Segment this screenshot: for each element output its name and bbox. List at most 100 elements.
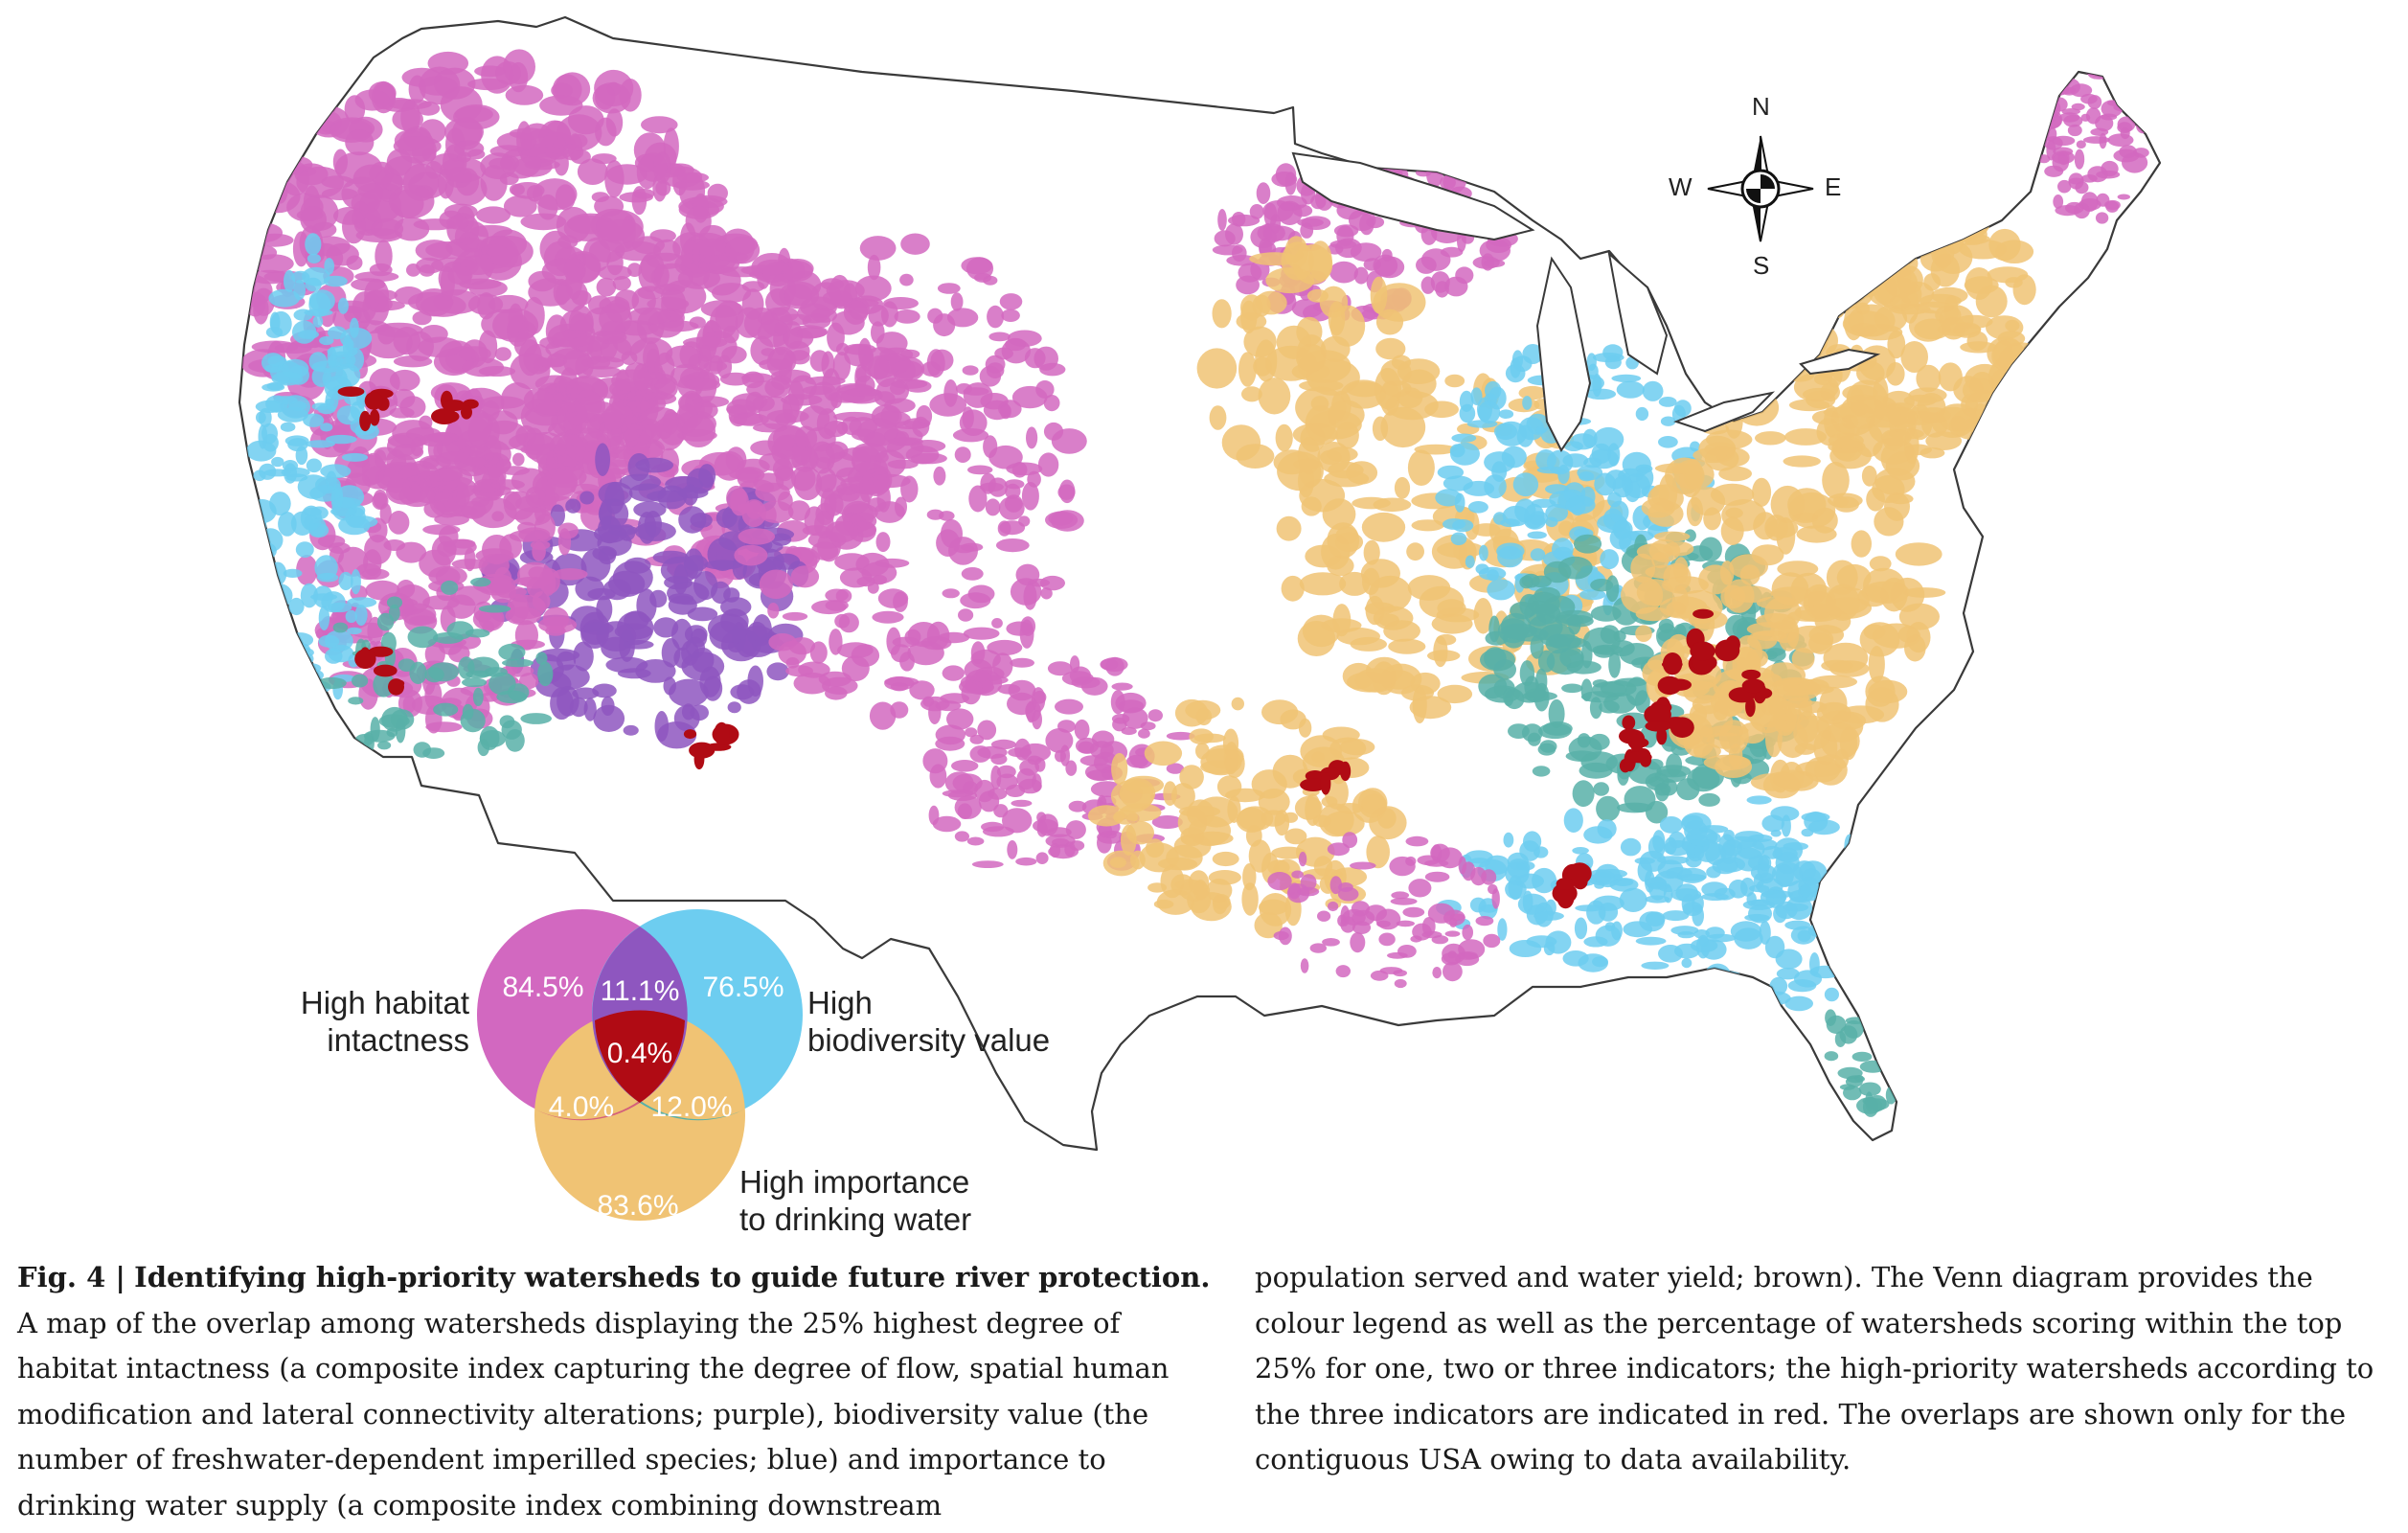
- compass-east: E: [1825, 172, 1842, 201]
- watershed-patch: [759, 500, 794, 524]
- watershed-patch: [1470, 387, 1483, 406]
- watershed-patch: [488, 672, 516, 696]
- watershed-patch: [466, 670, 490, 678]
- watershed-patch: [1119, 778, 1156, 809]
- watershed-patch: [1959, 239, 2008, 260]
- watershed-patch: [1018, 515, 1031, 527]
- watershed-patch: [570, 437, 588, 448]
- compass-west: W: [1669, 172, 1692, 201]
- watershed-patch: [370, 717, 380, 742]
- watershed-patch: [894, 309, 920, 324]
- watershed-patch: [996, 773, 1018, 790]
- priority-patch: [359, 647, 372, 666]
- watershed-patch: [1209, 405, 1227, 430]
- watershed-patch: [1636, 543, 1673, 561]
- watershed-patch: [1496, 542, 1525, 560]
- watershed-patch: [1874, 209, 1893, 225]
- priority-patch: [1741, 669, 1761, 680]
- watershed-patch: [1839, 955, 1851, 968]
- watershed-patch: [1856, 172, 1882, 193]
- priority-patch: [1692, 608, 1715, 619]
- venn-biodiversity-label: High biodiversity value: [807, 984, 1050, 1059]
- watershed-patch: [1848, 852, 1860, 863]
- watershed-patch: [1706, 866, 1721, 879]
- watershed-patch: [1329, 876, 1343, 895]
- watershed-patch: [1043, 422, 1064, 441]
- watershed-patch: [312, 315, 324, 328]
- watershed-patch: [473, 478, 501, 493]
- watershed-patch: [1878, 1036, 1895, 1045]
- watershed-patch: [978, 790, 1000, 812]
- watershed-patch: [1527, 732, 1541, 746]
- watershed-patch: [1698, 792, 1720, 807]
- watershed-patch: [1068, 800, 1087, 812]
- watershed-patch: [1705, 933, 1737, 943]
- watershed-patch: [1241, 882, 1259, 916]
- watershed-patch: [1258, 789, 1290, 815]
- watershed-patch: [859, 236, 897, 261]
- watershed-patch: [2117, 122, 2133, 133]
- watershed-patch: [441, 580, 459, 595]
- watershed-patch: [1808, 625, 1845, 645]
- watershed-patch: [1370, 276, 1388, 314]
- watershed-patch: [1318, 803, 1354, 837]
- watershed-patch: [561, 144, 584, 161]
- venn-drinking-label-line1: High importance: [739, 1164, 970, 1200]
- watershed-patch: [834, 553, 870, 571]
- watershed-patch: [1011, 799, 1033, 808]
- watershed-patch: [325, 648, 343, 664]
- watershed-patch: [979, 482, 1004, 492]
- watershed-patch: [1212, 894, 1231, 910]
- watershed-patch: [868, 355, 890, 380]
- priority-patch: [337, 386, 365, 398]
- watershed-patch: [1809, 210, 1855, 247]
- watershed-patch: [2044, 165, 2064, 177]
- watershed-patch: [1934, 165, 1971, 203]
- watershed-patch: [1787, 697, 1813, 709]
- watershed-patch: [601, 636, 631, 660]
- watershed-patch: [734, 544, 768, 566]
- watershed-patch: [910, 452, 947, 465]
- watershed-patch: [337, 297, 349, 314]
- watershed-patch: [942, 665, 965, 681]
- watershed-patch: [755, 482, 790, 502]
- watershed-map: 84.5% 11.1% 76.5% 0.4% 4.0% 12.0% 83.6%: [238, 15, 2162, 1222]
- watershed-patch: [1065, 820, 1086, 839]
- watershed-patch: [1335, 965, 1352, 978]
- watershed-patch: [422, 747, 445, 759]
- watershed-patch: [453, 140, 485, 157]
- watershed-patch: [1387, 951, 1408, 959]
- watershed-patch: [1975, 197, 2001, 224]
- watershed-patch: [1878, 193, 1904, 207]
- watershed-patch: [239, 221, 284, 243]
- watershed-patch: [612, 276, 631, 291]
- watershed-patch: [690, 513, 713, 528]
- watershed-patch: [1281, 575, 1305, 602]
- watershed-patch: [790, 565, 820, 588]
- compass-north: N: [1752, 92, 1770, 121]
- watershed-patch: [1462, 924, 1473, 941]
- watershed-patch: [998, 496, 1025, 520]
- watershed-patch: [1594, 881, 1605, 889]
- watershed-patch: [1350, 636, 1388, 652]
- watershed-patch: [599, 499, 612, 531]
- watershed-patch: [837, 487, 860, 502]
- watershed-patch: [673, 705, 700, 732]
- watershed-patch: [1238, 352, 1257, 387]
- watershed-patch: [1147, 882, 1168, 893]
- watershed-patch: [1882, 430, 1904, 451]
- watershed-patch: [1408, 879, 1432, 898]
- watershed-patch: [1070, 655, 1080, 674]
- watershed-patch: [1004, 479, 1025, 490]
- watershed-patch: [909, 680, 935, 700]
- watershed-patch: [1532, 867, 1557, 894]
- watershed-patch: [433, 67, 476, 100]
- watershed-patch: [1658, 473, 1678, 512]
- watershed-patch: [330, 507, 356, 516]
- watershed-patch: [1179, 881, 1211, 902]
- watershed-patch: [1402, 906, 1425, 918]
- watershed-patch: [890, 701, 909, 719]
- watershed-patch: [997, 520, 1011, 537]
- watershed-patch: [649, 589, 668, 608]
- watershed-patch: [425, 721, 463, 733]
